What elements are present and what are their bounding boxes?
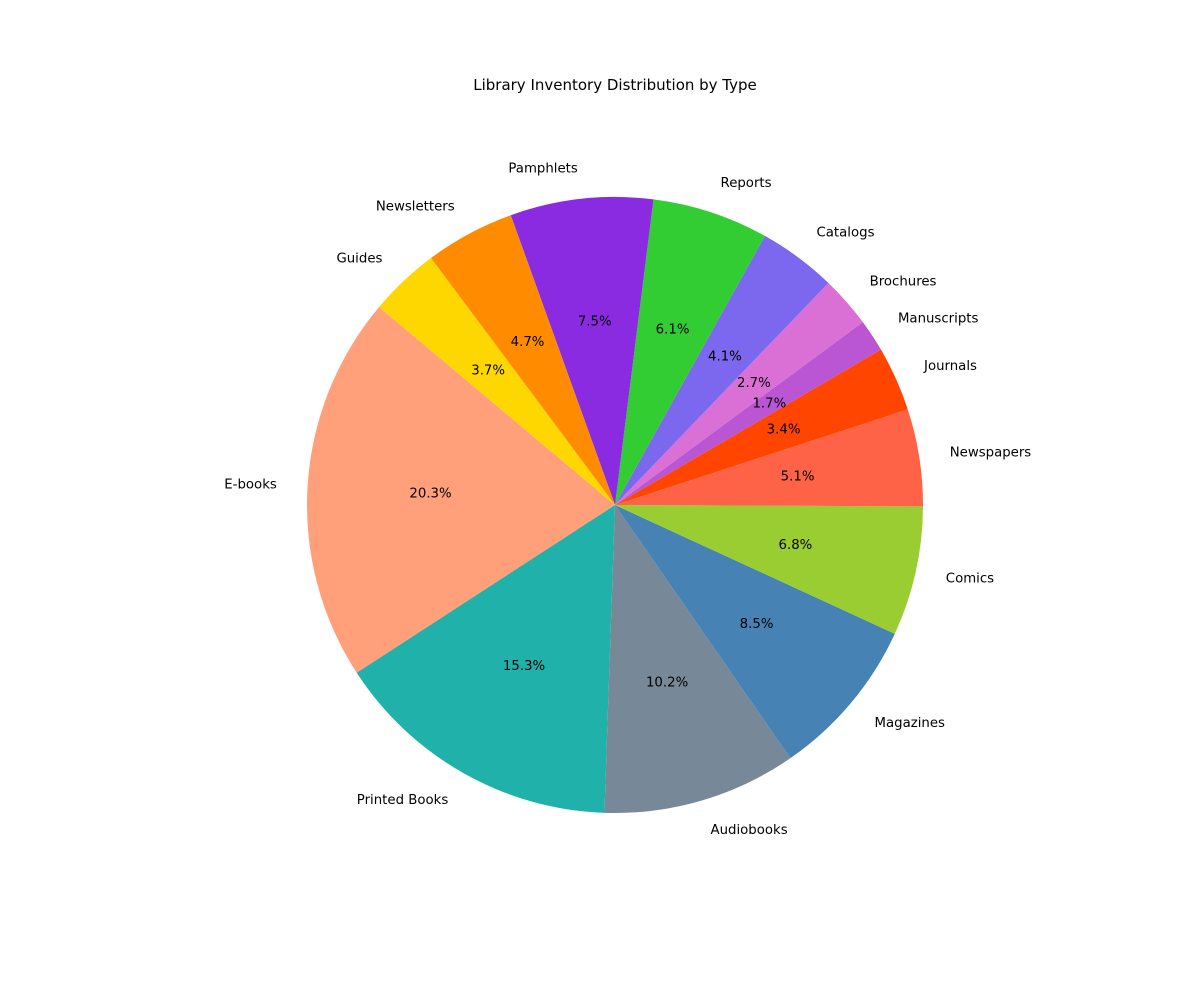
slice-label-audiobooks: Audiobooks [711, 823, 788, 838]
pie-slice-newspapers [615, 409, 924, 507]
pie-slice-comics [615, 505, 923, 634]
pct-label-manuscripts: 1.7% [752, 396, 786, 411]
slice-label-newspapers: Newspapers [950, 446, 1032, 461]
slice-label-brochures: Brochures [870, 274, 937, 289]
pct-label-journals: 3.4% [767, 422, 801, 437]
pct-label-guides: 3.7% [471, 364, 505, 379]
pie-slice-newsletters [430, 215, 615, 505]
pie-slice-guides [379, 258, 615, 505]
pct-label-pamphlets: 7.5% [578, 314, 612, 329]
pie-slice-e-books [307, 307, 615, 673]
pie-slice-pamphlets [510, 197, 654, 506]
slices-layer [307, 197, 924, 814]
pie-slice-magazines [615, 505, 895, 759]
chart-title: Library Inventory Distribution by Type [473, 76, 757, 94]
slice-label-magazines: Magazines [875, 716, 945, 731]
pct-label-printed-books: 15.3% [503, 659, 545, 674]
slice-label-manuscripts: Manuscripts [898, 312, 979, 327]
slice-label-reports: Reports [721, 176, 772, 191]
slice-label-catalogs: Catalogs [817, 226, 875, 241]
pct-label-magazines: 8.5% [740, 617, 774, 632]
slice-label-pamphlets: Pamphlets [508, 161, 577, 176]
pct-label-reports: 6.1% [656, 322, 690, 337]
pie-slice-reports [615, 199, 765, 506]
slice-label-printed-books: Printed Books [357, 793, 449, 808]
pct-label-e-books: 20.3% [409, 487, 451, 502]
slice-label-e-books: E-books [224, 477, 277, 492]
pie-slice-printed-books [356, 505, 615, 813]
pie-slice-manuscripts [615, 322, 881, 505]
slice-label-guides: Guides [336, 252, 382, 267]
pct-label-newspapers: 5.1% [781, 469, 815, 484]
slice-label-comics: Comics [946, 571, 994, 586]
pct-label-comics: 6.8% [779, 538, 813, 553]
slice-label-newsletters: Newsletters [376, 200, 455, 215]
pie-slice-catalogs [615, 235, 829, 505]
pct-label-catalogs: 4.1% [708, 349, 742, 364]
pct-label-newsletters: 4.7% [511, 335, 545, 350]
pct-label-audiobooks: 10.2% [646, 675, 688, 690]
pct-label-brochures: 2.7% [737, 376, 771, 391]
labels-layer: E-books 20.3% Printed Books 15.3% Audiobooks… [224, 161, 1031, 838]
pie-slice-journals [615, 349, 908, 505]
pie-slice-audiobooks [604, 505, 791, 814]
pie-slice-brochures [615, 282, 863, 505]
slice-label-journals: Journals [923, 359, 977, 374]
